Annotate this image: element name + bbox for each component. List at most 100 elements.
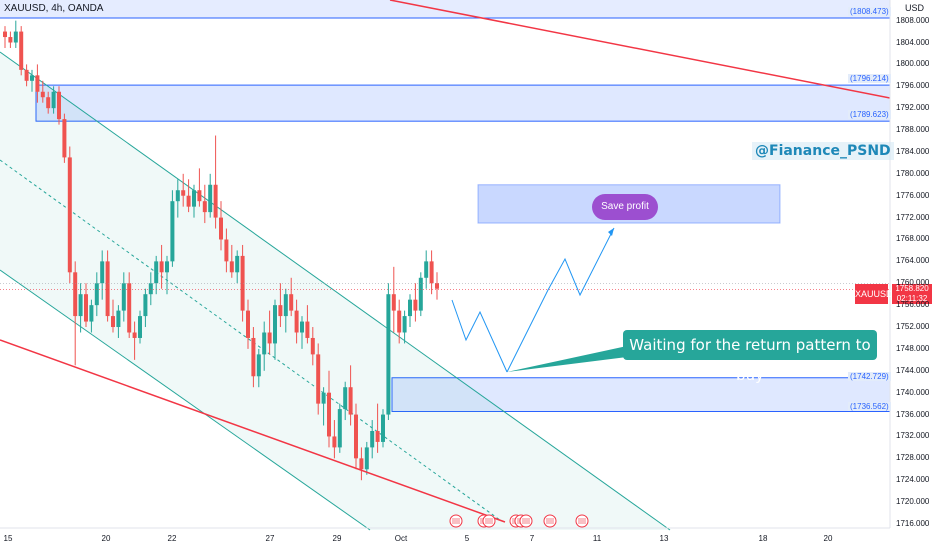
candle-body <box>186 195 191 207</box>
y-tick-label: 1728.000 <box>896 453 930 463</box>
y-tick-label: 1796.000 <box>896 81 930 91</box>
candle-body <box>116 310 121 328</box>
candle-body <box>154 261 159 284</box>
x-tick-label: 5 <box>464 534 470 543</box>
y-tick-label: 1744.000 <box>896 365 930 375</box>
current-symbol-tag: XAUUSD <box>855 284 893 304</box>
candle-body <box>337 409 342 448</box>
candle-body <box>391 294 396 311</box>
callout-note[interactable]: Waiting for the return pattern to buy <box>623 330 877 384</box>
y-tick-label: 1808.000 <box>896 15 930 25</box>
candle-body <box>424 261 429 278</box>
candle-body <box>62 119 67 158</box>
support-trendline <box>0 339 506 523</box>
price-axis-panel <box>890 0 932 550</box>
candle-body <box>67 157 72 273</box>
channel-line <box>0 159 501 521</box>
flag-event-icon[interactable] <box>482 514 496 528</box>
candle-body <box>13 31 18 43</box>
candle-body <box>354 414 358 459</box>
y-tick-label: 1752.000 <box>896 322 930 332</box>
candle-body <box>219 217 223 240</box>
candle-body <box>300 321 304 333</box>
candle-body <box>78 294 83 317</box>
y-tick-label: 1716.000 <box>896 519 930 528</box>
candle-body <box>246 310 250 338</box>
y-tick-label: 1748.000 <box>896 343 930 353</box>
candle-body <box>202 201 207 213</box>
candle-body <box>132 332 137 338</box>
resistance-trendline <box>389 0 891 99</box>
candle-body <box>208 184 213 213</box>
candle-body <box>138 316 142 338</box>
flag-event-icon[interactable] <box>519 514 533 528</box>
candle-body <box>8 37 13 43</box>
y-tick-label: 1800.000 <box>896 59 930 69</box>
candle-body <box>224 239 229 262</box>
candle-body <box>235 255 240 273</box>
x-tick-label: 7 <box>529 534 535 543</box>
candle-body <box>159 261 164 273</box>
candle-body <box>121 283 126 311</box>
candle-body <box>165 261 169 273</box>
candle-body <box>364 447 369 470</box>
candle-body <box>94 283 99 306</box>
callout-pointer <box>507 346 627 372</box>
candle-body <box>267 332 272 344</box>
candle-body <box>170 201 175 262</box>
candle-body <box>321 392 326 404</box>
candle-body <box>251 337 256 377</box>
candle-body <box>19 31 24 70</box>
countdown-timer: 02:11:32 <box>896 294 928 303</box>
candle-body <box>197 190 202 202</box>
candle-body <box>327 392 331 437</box>
candle-body <box>381 414 385 442</box>
candle-body <box>40 91 45 98</box>
candle-body <box>73 272 78 317</box>
candle-body <box>310 337 315 355</box>
candle-body <box>370 430 375 448</box>
current-price-box: 1758.820 02:11:32 <box>892 284 932 304</box>
candle-body <box>30 75 34 81</box>
candle-body <box>89 305 94 322</box>
y-tick-label: 1724.000 <box>896 475 930 485</box>
candle-body <box>51 91 56 109</box>
candle-body <box>127 283 132 333</box>
channel-line <box>0 51 671 531</box>
candle-body <box>429 261 434 284</box>
candle-body <box>289 294 294 311</box>
candle-body <box>294 310 299 333</box>
flag-event-icon[interactable] <box>543 514 557 528</box>
projected-path-down <box>451 299 508 373</box>
level-label: (1742.729) <box>848 371 891 381</box>
x-tick-label: 11 <box>592 534 602 543</box>
currency-label: USD <box>904 3 924 13</box>
x-tick-label: 29 <box>332 534 342 543</box>
x-tick-label: 15 <box>3 534 13 543</box>
candle-body <box>278 305 283 317</box>
candle-body <box>435 283 439 289</box>
candle-body <box>283 294 288 317</box>
y-tick-label: 1780.000 <box>896 168 930 178</box>
x-tick-label: 22 <box>167 534 177 543</box>
candle-body <box>3 31 7 38</box>
level-label: (1808.473) <box>848 7 891 17</box>
x-tick-label: 20 <box>823 534 833 543</box>
candle-body <box>408 299 412 317</box>
flag-event-icon[interactable] <box>449 514 463 528</box>
y-tick-label: 1788.000 <box>896 125 930 135</box>
candle-body <box>386 294 391 415</box>
level-label: (1796.214) <box>848 74 891 84</box>
author-handle: @Fianance_PSND <box>752 142 894 160</box>
candle-body <box>359 458 364 470</box>
flag-event-icon[interactable] <box>575 514 589 528</box>
arrow-head <box>608 228 614 236</box>
candle-body <box>175 190 180 202</box>
candle-body <box>316 354 321 404</box>
y-tick-label: 1736.000 <box>896 409 930 419</box>
y-tick-label: 1760.000 <box>896 278 930 288</box>
y-tick-label: 1756.000 <box>896 300 930 310</box>
candle-body <box>397 310 402 333</box>
save-profit-label[interactable]: Save profit <box>592 194 658 220</box>
